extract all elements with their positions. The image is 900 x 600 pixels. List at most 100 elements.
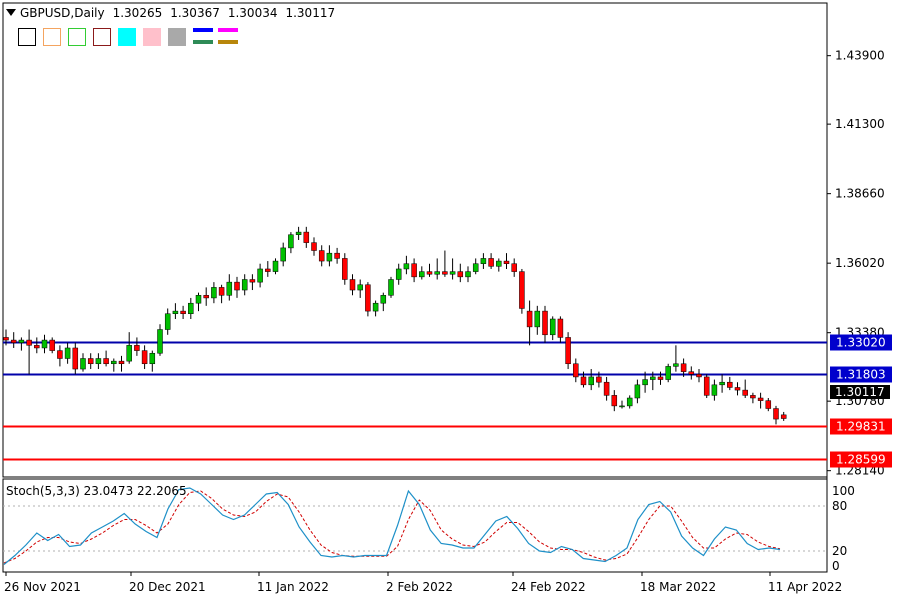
candle [765, 398, 772, 412]
candle [134, 337, 140, 356]
stoch-pane[interactable] [2, 478, 828, 573]
candle [18, 337, 25, 351]
bear-candle-body [118, 360, 125, 365]
price-label: 1.41300 [835, 117, 885, 131]
frame-white-button[interactable] [18, 28, 36, 46]
bear-candle-body [10, 339, 17, 343]
bull-candle-body [380, 295, 387, 304]
bull-candle-body [419, 271, 425, 278]
date-label: 26 Nov 2021 [4, 580, 81, 594]
bull-candle-body [241, 279, 248, 291]
candle [249, 274, 256, 291]
bull-candle-body [619, 405, 625, 408]
bear-candle-body [596, 376, 602, 383]
candle [650, 371, 656, 391]
bear-candle-body [526, 310, 533, 328]
candle [257, 263, 263, 288]
resistance-label: 1.33020 [836, 336, 886, 350]
symbol-label: GBPUSD,Daily [20, 6, 105, 20]
bear-candle-body [3, 337, 9, 341]
candle [688, 366, 695, 380]
line-seagreen-button[interactable] [193, 40, 213, 44]
fill-gray-button[interactable] [168, 28, 186, 46]
candle [218, 284, 225, 304]
candle [10, 332, 17, 348]
line-blue-button[interactable] [193, 28, 213, 32]
bull-candle-body [403, 263, 410, 270]
candle [549, 316, 556, 341]
bull-candle-body [157, 329, 163, 354]
candle [241, 274, 248, 296]
bear-candle-body [34, 345, 40, 349]
bull-candle-body [257, 268, 263, 283]
price-axis: 1.439001.413001.386601.360201.333801.307… [827, 49, 885, 478]
bull-candle-body [395, 268, 402, 280]
fill-cyan-button[interactable] [118, 28, 136, 46]
candle [141, 345, 148, 370]
bull-candle-body [226, 281, 233, 296]
stoch-axis-label: 20 [832, 544, 847, 558]
candle [49, 337, 55, 354]
main-pane[interactable] [2, 2, 828, 478]
bear-candle-body [565, 337, 571, 365]
candle [626, 395, 633, 409]
open-value: 1.30265 [112, 6, 163, 20]
bear-candle-body [680, 363, 687, 372]
bear-candle-body [318, 250, 325, 262]
bear-candle-body [218, 287, 225, 296]
bull-candle-body [280, 247, 286, 262]
line-gold-button[interactable] [218, 40, 238, 44]
bear-candle-body [542, 310, 548, 336]
candle [34, 337, 40, 354]
candle [349, 274, 356, 296]
bear-candle-body [696, 374, 702, 378]
candle [411, 258, 417, 283]
bear-candle-body [411, 263, 417, 278]
fill-pink-button[interactable] [143, 28, 161, 46]
candle [449, 258, 456, 280]
frame-orange-button[interactable] [43, 28, 61, 46]
bull-candle-body [211, 287, 217, 299]
line-magenta-button[interactable] [218, 28, 238, 32]
candle [619, 400, 625, 409]
bear-candle-body [442, 271, 448, 275]
candle [680, 358, 687, 377]
collapse-triangle-icon[interactable] [6, 9, 16, 16]
candle [126, 332, 132, 364]
candle [57, 345, 63, 367]
candle [288, 232, 294, 254]
bull-candle-body [95, 358, 102, 365]
candle [365, 282, 371, 317]
bear-candle-body [342, 258, 348, 280]
candle [727, 376, 733, 391]
bull-candle-body [588, 376, 594, 386]
bull-candle-body [472, 263, 479, 272]
bear-candle-body [734, 387, 741, 391]
bear-candle-body [49, 339, 55, 351]
candle [157, 324, 163, 356]
bear-candle-body [580, 376, 587, 386]
bear-candle-body [757, 397, 764, 401]
candle [372, 300, 379, 317]
bear-candle-body [141, 350, 148, 365]
candle [480, 253, 487, 269]
candle [334, 247, 340, 264]
bull-candle-body [634, 384, 641, 399]
level-lines[interactable] [3, 341, 827, 461]
bear-candle-body [780, 414, 787, 419]
candle [295, 226, 302, 240]
bear-candle-body [203, 295, 209, 299]
candle [573, 358, 579, 383]
frame-green-button[interactable] [68, 28, 86, 46]
candle [757, 392, 764, 409]
frame-darkred-button[interactable] [93, 28, 111, 46]
candle [503, 253, 510, 269]
candle [773, 405, 779, 425]
bull-candle-body [650, 376, 656, 380]
bull-candle-body [642, 379, 648, 386]
candle [180, 305, 186, 319]
candle [164, 308, 171, 335]
candle [611, 390, 618, 412]
bull-candle-body [41, 339, 48, 349]
